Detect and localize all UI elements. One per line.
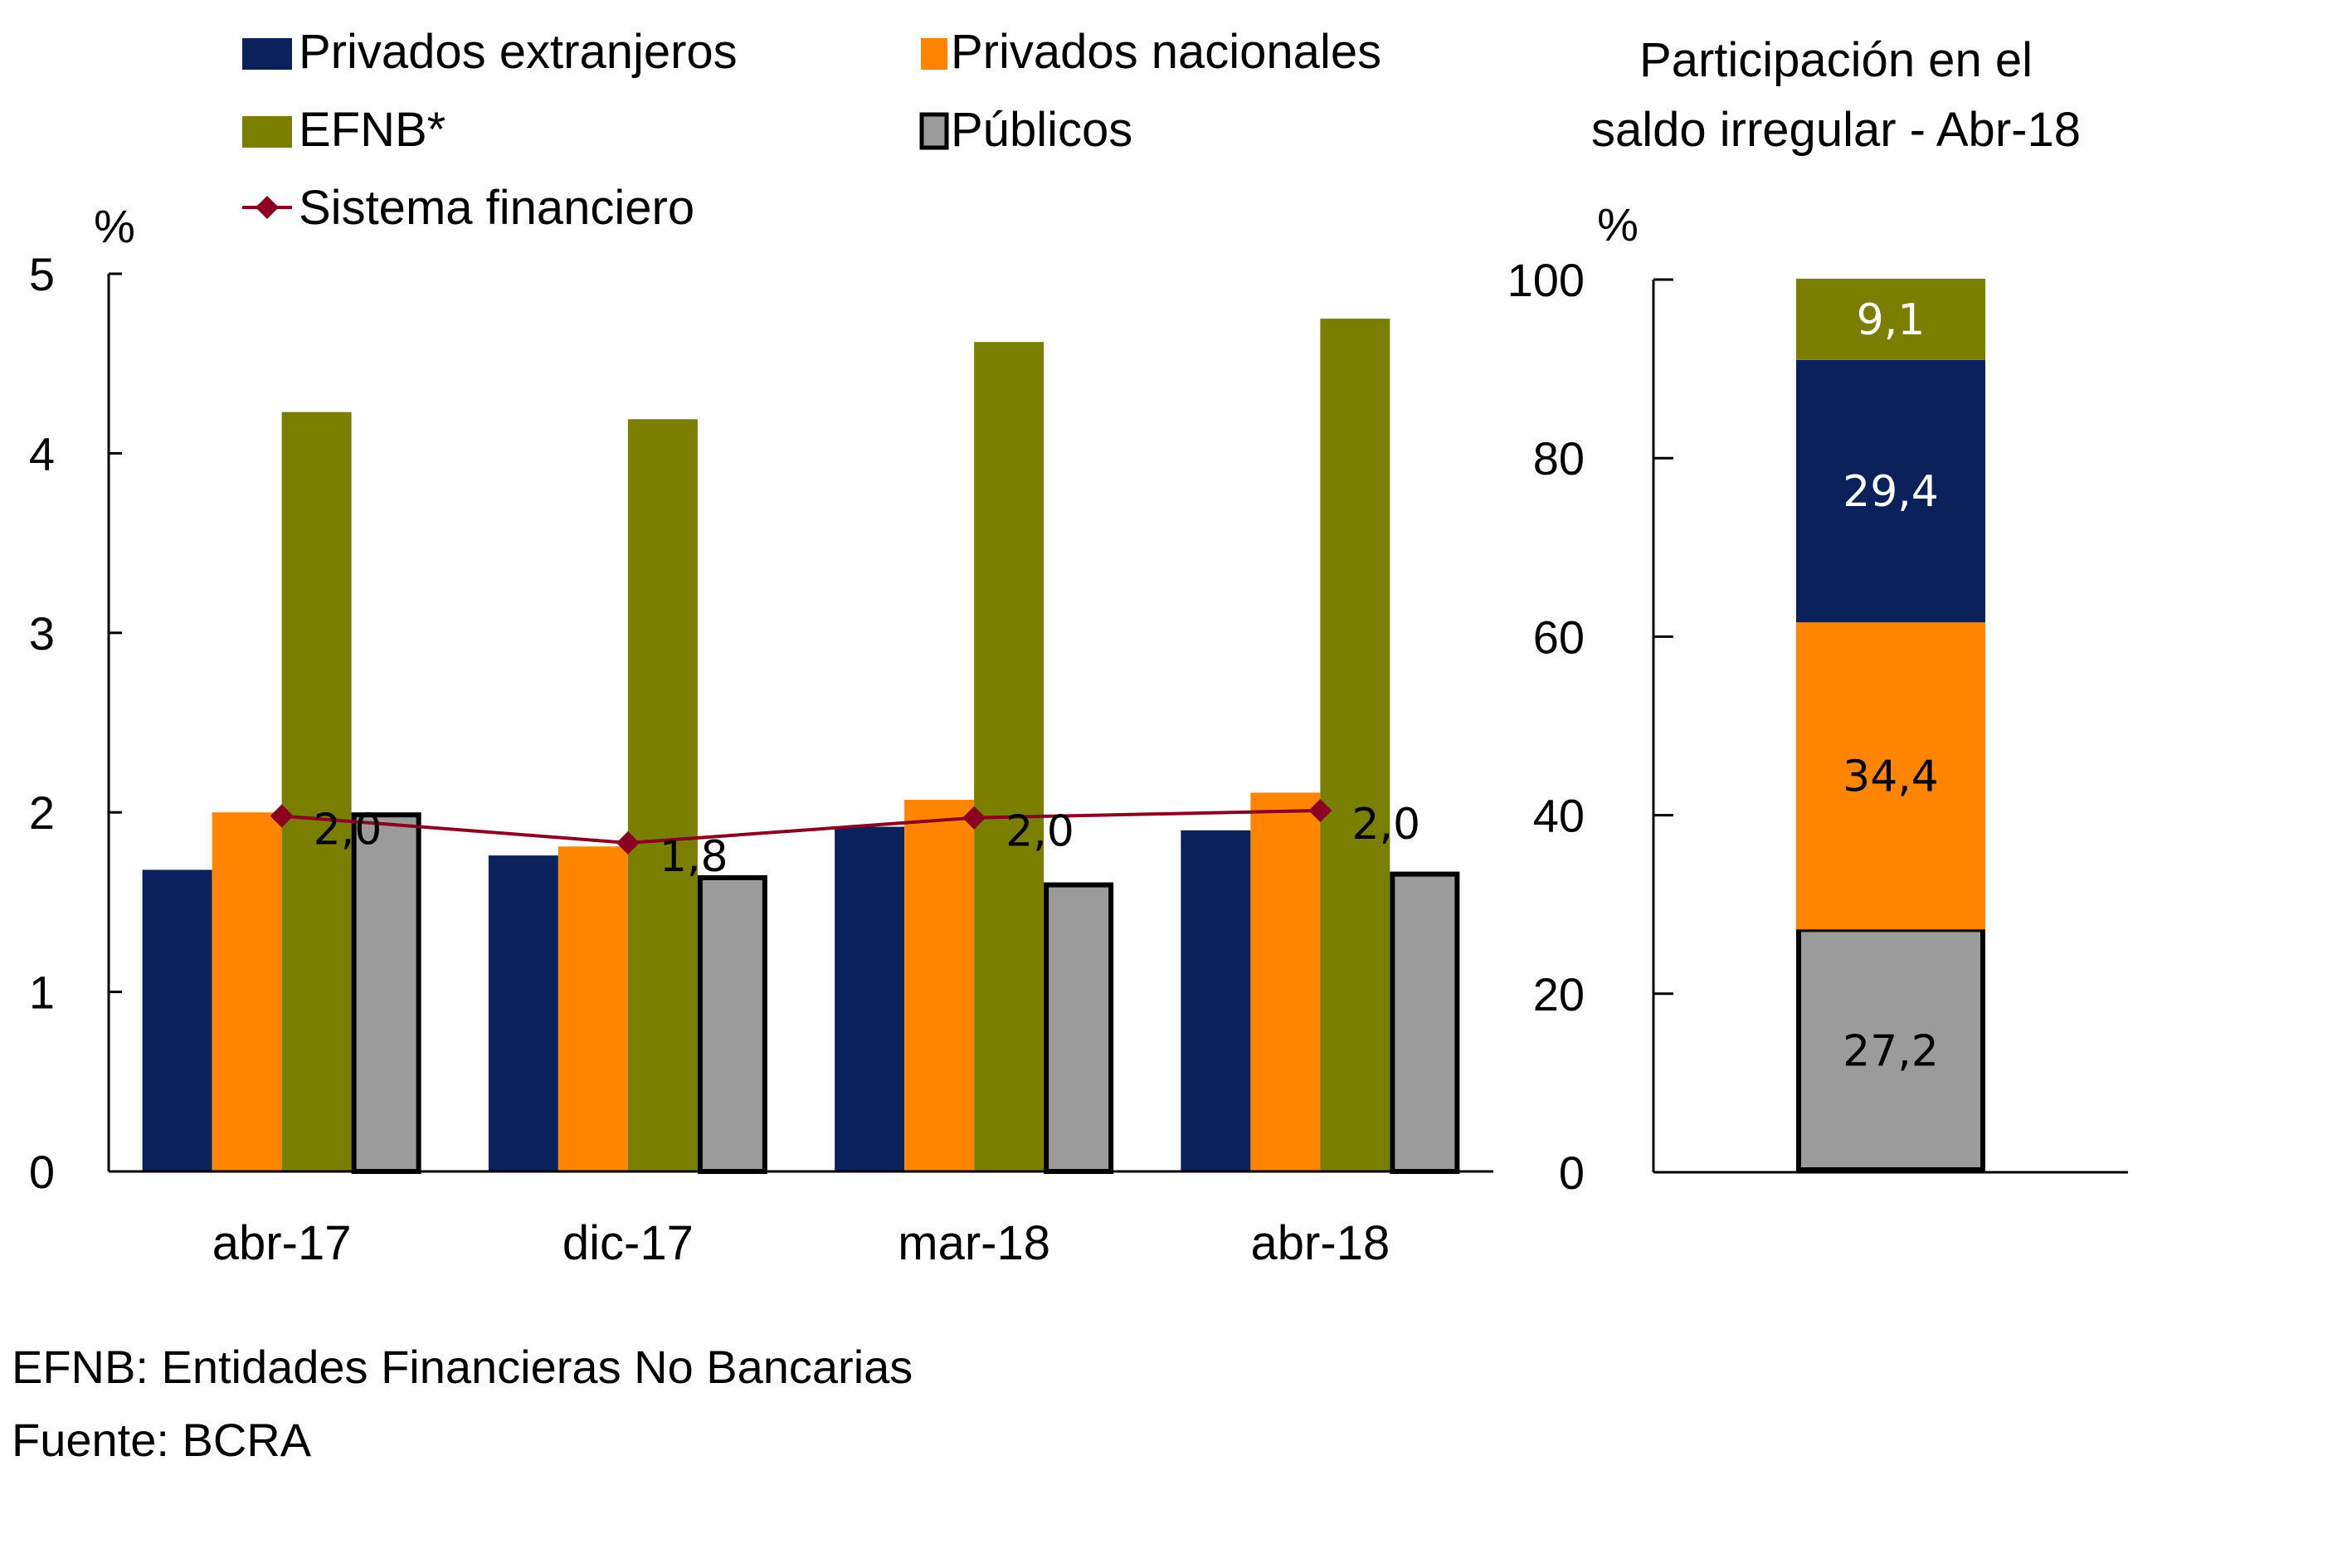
sistema-financiero-line: 2,0 1,8 2,0 2,0: [270, 799, 1420, 882]
bar-privados-nacionales-abr-17: [212, 812, 282, 1171]
right-y-tick-label: 80: [1533, 432, 1585, 485]
right-y-tick-label: 20: [1533, 968, 1585, 1020]
stack-segment-publicos: [1796, 927, 1985, 1172]
right-stack: 27,2 34,4 29,4 9,1: [1796, 278, 1985, 1172]
left-bars: [142, 319, 1460, 1175]
data-label-privados-nacionales: 34,4: [1843, 752, 1939, 801]
x-tick-label-abr-17: abr-17: [212, 1216, 352, 1270]
bar-publicos-abr-18: [1390, 871, 1460, 1175]
marker-sistema-financiero-mar-18: [962, 806, 986, 830]
right-y-unit-label: %: [1597, 198, 1639, 251]
legend-label-publicos: Públicos: [951, 103, 1132, 157]
data-label-sistema-financiero-abr-18: 2,0: [1351, 800, 1420, 850]
marker-sistema-financiero-abr-17: [270, 804, 294, 828]
left-y-tick-label: 1: [29, 967, 55, 1019]
footnote-source: Fuente: BCRA: [12, 1414, 312, 1466]
marker-sistema-financiero-abr-18: [1308, 799, 1332, 823]
x-tick-label-dic-17: dic-17: [562, 1216, 694, 1270]
right-y-axis-ticks: 0 20 40 60 80 100: [1507, 254, 1673, 1199]
legend-label-privados-nacionales: Privados nacionales: [951, 25, 1381, 79]
bar-privados-nacionales-abr-18: [1250, 792, 1321, 1171]
legend-label-efnb: EFNB*: [299, 103, 446, 157]
right-y-tick-label: 100: [1507, 254, 1585, 306]
data-label-privados-extranjeros: 29,4: [1843, 467, 1939, 517]
data-label-sistema-financiero-abr-17: 2,0: [314, 806, 382, 855]
right-y-tick-label: 0: [1559, 1147, 1585, 1199]
bar-privados-extranjeros-abr-18: [1181, 830, 1251, 1171]
left-y-tick-label: 0: [29, 1146, 55, 1198]
stack-segment-privados-extranjeros: [1796, 359, 1985, 623]
data-label-sistema-financiero-dic-17: 1,8: [660, 832, 728, 882]
legend-swatch-publicos: [919, 112, 949, 150]
bar-publicos-mar-18: [1044, 882, 1114, 1174]
stack-segment-efnb: [1796, 278, 1985, 360]
bar-efnb-dic-17: [627, 419, 698, 1171]
bar-publicos-dic-17: [697, 874, 767, 1174]
bar-privados-nacionales-mar-18: [904, 800, 975, 1171]
left-bar-chart: % 0 1 2 3 4 5 2,0 1,8 2,0 2,0 abr-17 dic-17 mar-18…: [29, 200, 1493, 1270]
legend-label-privados-extranjeros: Privados extranjeros: [299, 25, 738, 79]
legend: Privados extranjeros Privados nacionales…: [242, 25, 1381, 235]
legend-swatch-privados-extranjeros: [242, 38, 292, 70]
legend-swatch-privados-nacionales: [921, 38, 947, 70]
bar-privados-nacionales-dic-17: [558, 846, 628, 1171]
stack-segment-privados-nacionales: [1796, 622, 1985, 930]
x-tick-label-abr-18: abr-18: [1251, 1216, 1390, 1270]
right-chart-title-line2: saldo irregular - Abr-18: [1591, 103, 2081, 157]
bar-privados-extranjeros-dic-17: [488, 855, 558, 1171]
bar-efnb-abr-18: [1320, 319, 1390, 1172]
footnote-definition: EFNB: Entidades Financieras No Bancarias: [12, 1341, 913, 1393]
left-y-unit-label: %: [94, 200, 135, 252]
left-y-tick-label: 5: [29, 248, 55, 300]
legend-swatch-efnb: [242, 116, 292, 148]
right-stacked-chart: % 0 20 40 60 80 100 27,2 34,4 29,4 9,1: [1507, 198, 2128, 1199]
left-y-tick-label: 4: [29, 427, 55, 480]
right-chart-title-line1: Participación en el: [1639, 33, 2033, 87]
bar-publicos-abr-17: [351, 812, 421, 1174]
left-x-axis-labels: abr-17 dic-17 mar-18 abr-18: [212, 1216, 1390, 1270]
data-label-efnb: 9,1: [1857, 295, 1926, 345]
left-y-axis-ticks: 0 1 2 3 4 5: [29, 248, 122, 1198]
legend-marker-sistema-financiero: [256, 196, 279, 219]
bar-privados-extranjeros-mar-18: [835, 826, 905, 1171]
data-label-publicos: 27,2: [1843, 1027, 1939, 1077]
line-sistema-financiero: [281, 809, 1321, 845]
left-y-tick-label: 3: [29, 607, 55, 660]
right-y-tick-label: 40: [1533, 790, 1585, 842]
left-y-tick-label: 2: [29, 786, 55, 839]
data-label-sistema-financiero-mar-18: 2,0: [1006, 807, 1074, 857]
marker-sistema-financiero-dic-17: [616, 830, 640, 855]
right-y-tick-label: 60: [1533, 611, 1585, 663]
bar-privados-extranjeros-abr-17: [142, 869, 212, 1171]
x-tick-label-mar-18: mar-18: [898, 1216, 1050, 1270]
bar-efnb-abr-17: [281, 411, 352, 1171]
legend-label-sistema-financiero: Sistema financiero: [299, 181, 694, 235]
bar-efnb-mar-18: [974, 342, 1045, 1171]
